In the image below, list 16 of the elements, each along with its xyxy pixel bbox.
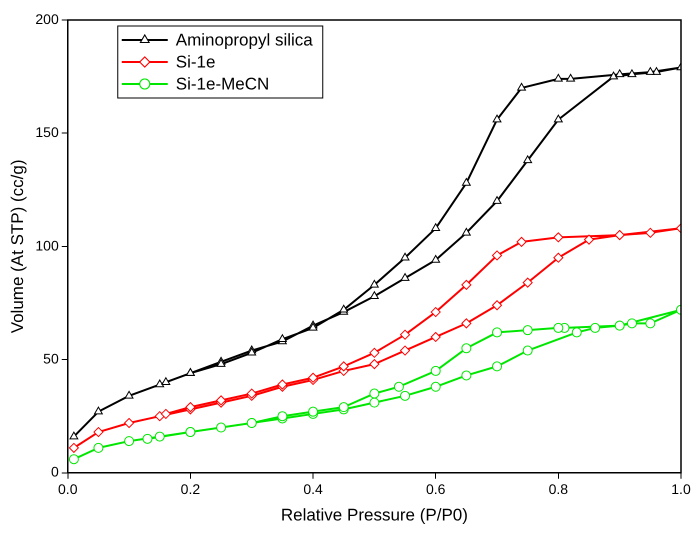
- x-tick-label: 0.4: [303, 481, 323, 498]
- legend-label: Si-1e-MeCN: [176, 74, 270, 94]
- x-tick-label: 0.8: [548, 481, 568, 498]
- y-tick-label: 0: [50, 464, 59, 480]
- y-axis-title: Volume (At STP) (cc/g): [8, 159, 27, 334]
- y-tick-label: 150: [35, 124, 59, 140]
- x-tick-label: 1.0: [671, 481, 691, 498]
- x-tick-label: 0.0: [58, 481, 78, 498]
- legend-label: Aminopropyl silica: [176, 30, 314, 50]
- y-tick-label: 200: [35, 10, 59, 27]
- legend-label: Si-1e: [176, 52, 216, 72]
- y-tick-label: 50: [43, 350, 59, 366]
- y-tick-label: 100: [35, 237, 59, 254]
- x-tick-label: 0.2: [180, 481, 200, 498]
- x-tick-label: 0.6: [426, 481, 446, 498]
- x-axis-title: Relative Pressure (P/P0): [280, 505, 468, 524]
